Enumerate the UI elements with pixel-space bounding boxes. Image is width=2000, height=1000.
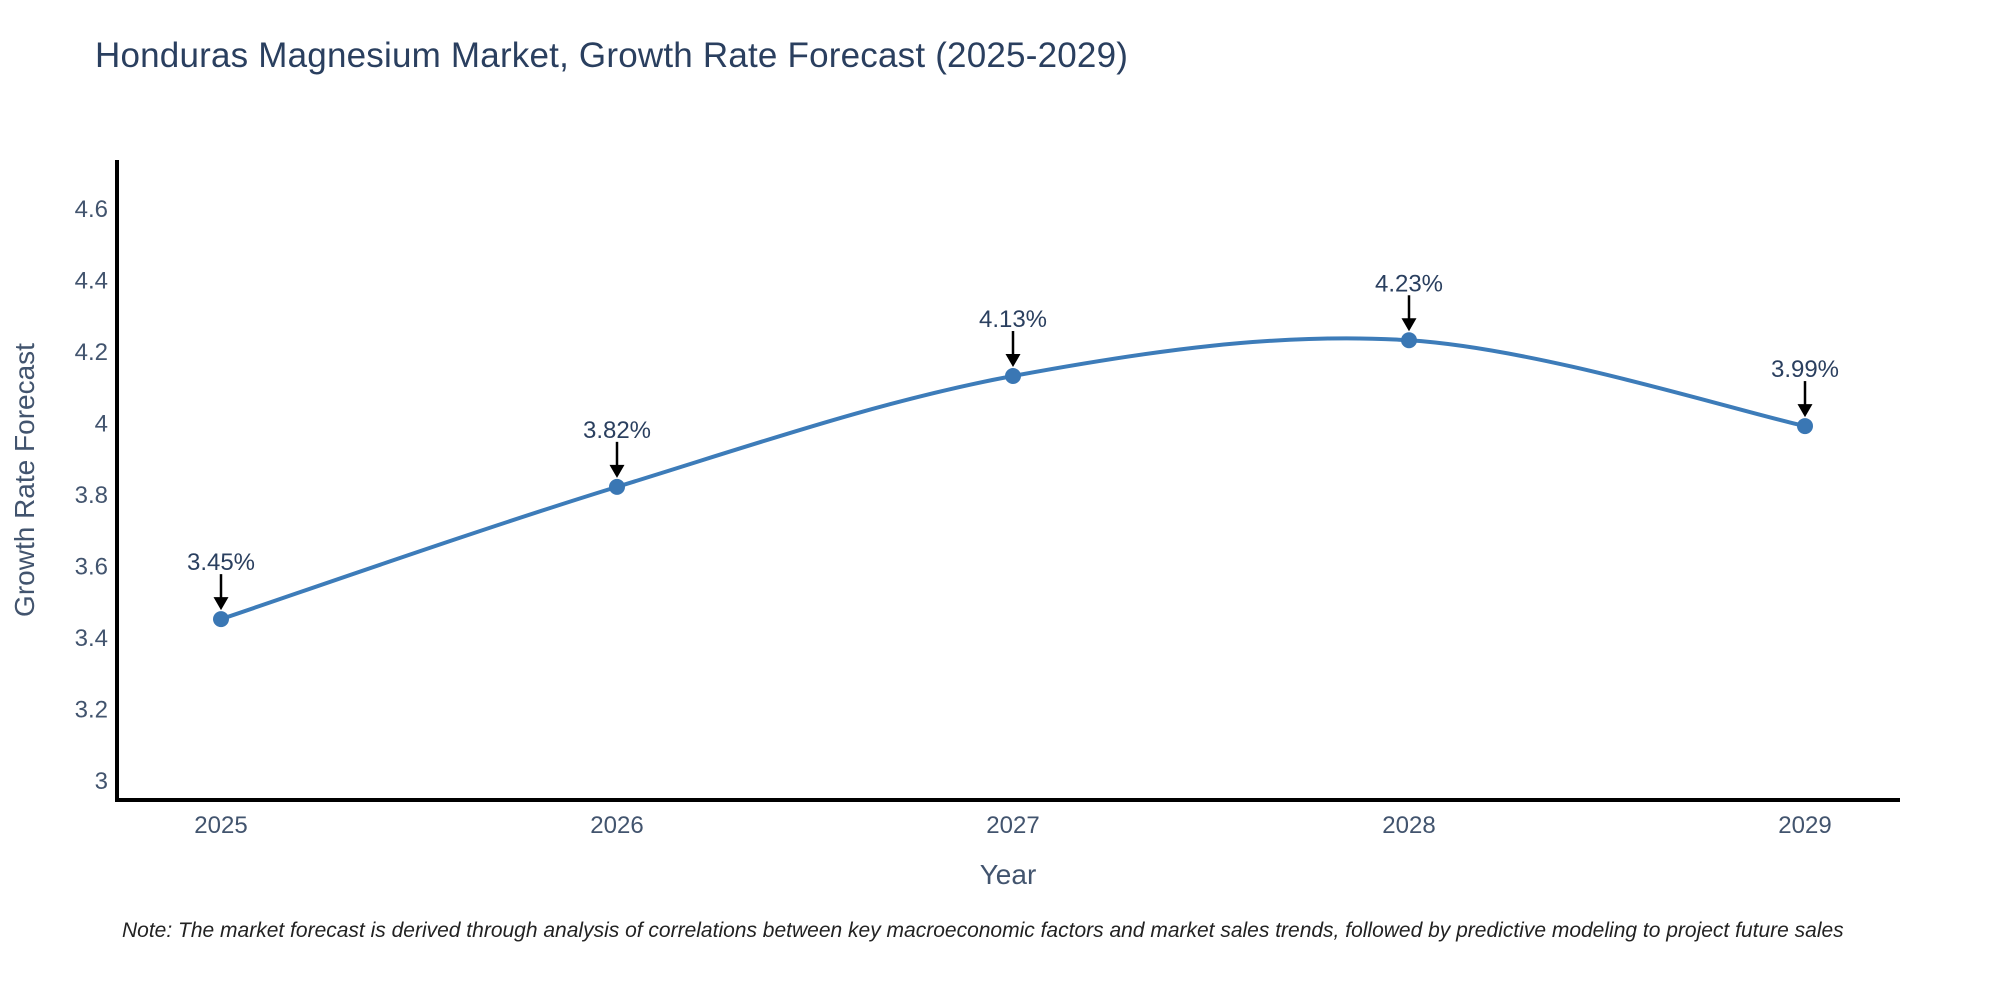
point-value-label: 4.23%	[1375, 270, 1443, 297]
y-axis-title: Growth Rate Forecast	[9, 343, 40, 617]
data-point	[1797, 418, 1813, 435]
y-tick-label: 3	[95, 768, 108, 795]
x-tick-label: 2025	[194, 812, 247, 839]
data-point	[213, 611, 229, 628]
data-point	[1005, 368, 1021, 385]
y-tick-label: 3.8	[75, 482, 108, 509]
annotation-arrowhead-icon	[1797, 404, 1813, 418]
annotation-arrowhead-icon	[1005, 354, 1021, 368]
x-tick-label: 2029	[1778, 812, 1831, 839]
data-point	[1401, 332, 1417, 349]
annotation-arrowhead-icon	[1401, 318, 1417, 332]
chart-title: Honduras Magnesium Market, Growth Rate F…	[95, 36, 1129, 75]
y-tick-label: 3.4	[75, 625, 108, 652]
point-value-label: 3.82%	[583, 417, 651, 444]
annotation-arrowhead-icon	[609, 464, 625, 478]
x-tick-label: 2026	[590, 812, 643, 839]
y-tick-label: 4	[95, 411, 108, 438]
point-value-label: 3.99%	[1771, 356, 1839, 383]
y-tick-label: 3.6	[75, 554, 108, 581]
y-tick-label: 3.2	[75, 697, 108, 724]
y-tick-label: 4.4	[75, 268, 108, 295]
x-tick-label: 2028	[1382, 812, 1435, 839]
y-tick-label: 4.6	[75, 196, 108, 223]
x-tick-label: 2027	[986, 812, 1039, 839]
x-axis-title: Year	[980, 859, 1037, 890]
data-point	[609, 478, 625, 495]
point-value-label: 3.45%	[187, 549, 255, 576]
y-tick-label: 4.2	[75, 339, 108, 366]
point-value-label: 4.13%	[979, 306, 1047, 333]
footnote: Note: The market forecast is derived thr…	[122, 919, 1844, 942]
annotation-arrowhead-icon	[213, 597, 229, 611]
